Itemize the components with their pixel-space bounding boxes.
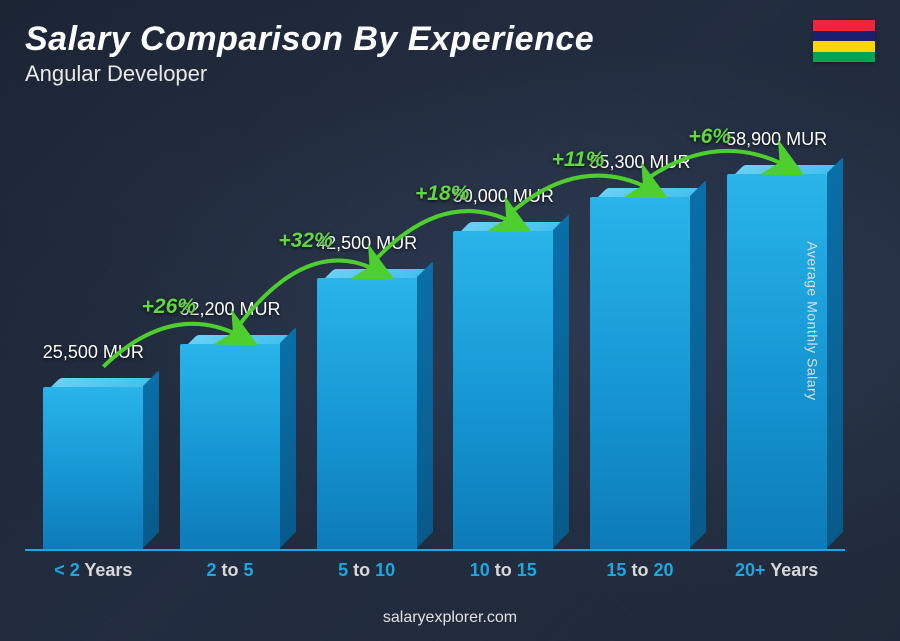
salary-chart: 25,500 MUR 32,200 MUR 42,500 MUR 50,000 … [25, 99, 845, 579]
page-title: Salary Comparison By Experience [25, 20, 594, 59]
page-subtitle: Angular Developer [25, 61, 594, 87]
flag-stripe [813, 52, 875, 63]
flag-stripe [813, 20, 875, 31]
increase-arrow: +6% [25, 99, 845, 579]
y-axis-label: Average Monthly Salary [804, 241, 820, 400]
flag-stripe [813, 31, 875, 42]
percent-increase-label: +6% [688, 125, 731, 149]
header: Salary Comparison By Experience Angular … [25, 20, 594, 87]
country-flag-mauritius [813, 20, 875, 62]
flag-stripe [813, 41, 875, 52]
footer-source: salaryexplorer.com [0, 609, 900, 627]
